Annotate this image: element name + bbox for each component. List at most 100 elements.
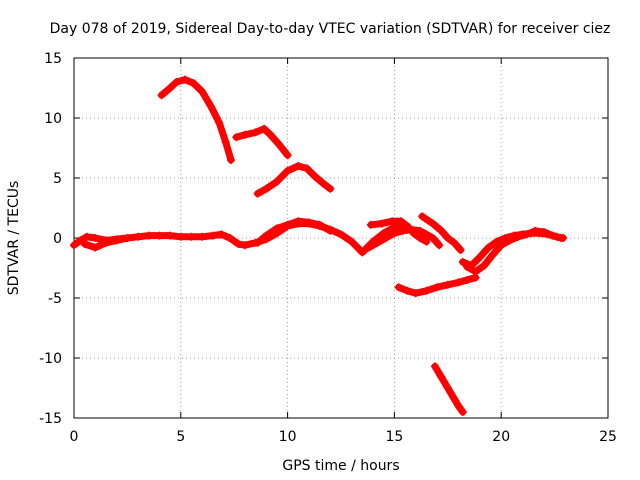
data-point xyxy=(155,231,164,240)
data-point xyxy=(390,229,399,238)
data-point xyxy=(326,226,335,235)
data-point xyxy=(531,226,540,235)
data-point xyxy=(134,232,143,241)
data-point xyxy=(215,118,224,127)
y-tick-label: 5 xyxy=(53,171,62,187)
data-point xyxy=(428,219,437,228)
data-point xyxy=(366,220,375,229)
data-point xyxy=(187,232,196,241)
data-point xyxy=(240,130,249,139)
data-point xyxy=(80,240,89,248)
series-track-b xyxy=(232,124,292,160)
series-track-e xyxy=(80,234,132,252)
data-point xyxy=(484,243,493,252)
data-point xyxy=(76,236,85,245)
tick-layer: 0 5 10 15 20 25 -15 -10 -5 0 5 10 15 xyxy=(39,51,617,445)
data-point xyxy=(326,184,335,193)
data-point xyxy=(272,224,281,233)
data-point xyxy=(454,402,463,410)
y-axis-label: SDTVAR / TECUs xyxy=(6,181,22,296)
x-tick-label: 5 xyxy=(176,429,185,445)
data-point xyxy=(283,220,292,229)
series-track-f xyxy=(253,217,335,247)
x-tick-label: 0 xyxy=(70,429,79,445)
data-point xyxy=(398,226,407,235)
data-point xyxy=(450,238,459,247)
data-point xyxy=(443,234,452,242)
data-point xyxy=(475,253,484,262)
data-point xyxy=(471,267,480,276)
data-point xyxy=(166,231,175,240)
series-track-i xyxy=(418,212,465,254)
data-point xyxy=(458,408,467,416)
data-point xyxy=(272,177,281,186)
data-point xyxy=(411,289,420,298)
data-point xyxy=(505,236,514,245)
data-point xyxy=(91,243,100,252)
data-point xyxy=(262,231,271,240)
data-point xyxy=(480,261,489,270)
data-point xyxy=(283,151,292,160)
data-point xyxy=(394,283,403,292)
data-point xyxy=(240,241,249,250)
data-point xyxy=(463,262,472,271)
data-point xyxy=(262,184,271,193)
data-point xyxy=(548,231,557,240)
data-point xyxy=(319,180,328,188)
series-layer xyxy=(70,75,568,416)
series-band xyxy=(418,212,465,254)
series-track-a xyxy=(157,75,235,164)
data-point xyxy=(381,234,390,242)
data-point xyxy=(112,236,121,245)
data-point xyxy=(198,87,207,96)
data-point xyxy=(454,278,463,287)
series-track-k xyxy=(430,362,467,416)
y-tick-label: -10 xyxy=(39,351,62,367)
data-point xyxy=(435,241,444,250)
data-point xyxy=(311,172,320,181)
series-band xyxy=(158,76,235,164)
x-axis-label: GPS time / hours xyxy=(282,458,399,474)
data-point xyxy=(181,75,190,84)
data-point xyxy=(226,156,235,164)
data-point xyxy=(294,217,303,226)
y-tick-label: 0 xyxy=(53,231,62,247)
x-tick-label: 15 xyxy=(385,429,403,445)
data-point xyxy=(488,250,497,259)
data-point xyxy=(172,78,181,86)
x-tick-label: 25 xyxy=(599,429,617,445)
data-point xyxy=(302,164,311,173)
data-point xyxy=(82,232,91,241)
data-point xyxy=(347,237,356,246)
data-point xyxy=(437,373,446,382)
data-point xyxy=(409,229,418,238)
x-tick-label: 10 xyxy=(279,429,297,445)
data-point xyxy=(458,258,467,266)
y-tick-label: -5 xyxy=(48,291,62,307)
data-point xyxy=(557,234,566,242)
data-point xyxy=(234,240,243,248)
data-point xyxy=(443,280,452,289)
data-point xyxy=(275,140,284,149)
data-point xyxy=(337,230,345,239)
data-point xyxy=(443,384,452,392)
data-point xyxy=(430,362,439,371)
series-track-m xyxy=(463,226,566,276)
data-point xyxy=(373,238,382,247)
data-point xyxy=(539,228,548,236)
data-point xyxy=(144,231,153,240)
data-point xyxy=(208,231,217,240)
data-point xyxy=(260,124,269,133)
data-point xyxy=(428,234,437,242)
data-point xyxy=(123,234,132,242)
data-point xyxy=(253,189,262,198)
data-point xyxy=(377,219,386,228)
series-track-h xyxy=(366,217,431,246)
data-point xyxy=(283,166,292,175)
data-point xyxy=(422,230,431,239)
data-point xyxy=(294,162,303,170)
data-point xyxy=(304,218,313,227)
data-point xyxy=(450,394,459,403)
data-point xyxy=(206,102,215,110)
